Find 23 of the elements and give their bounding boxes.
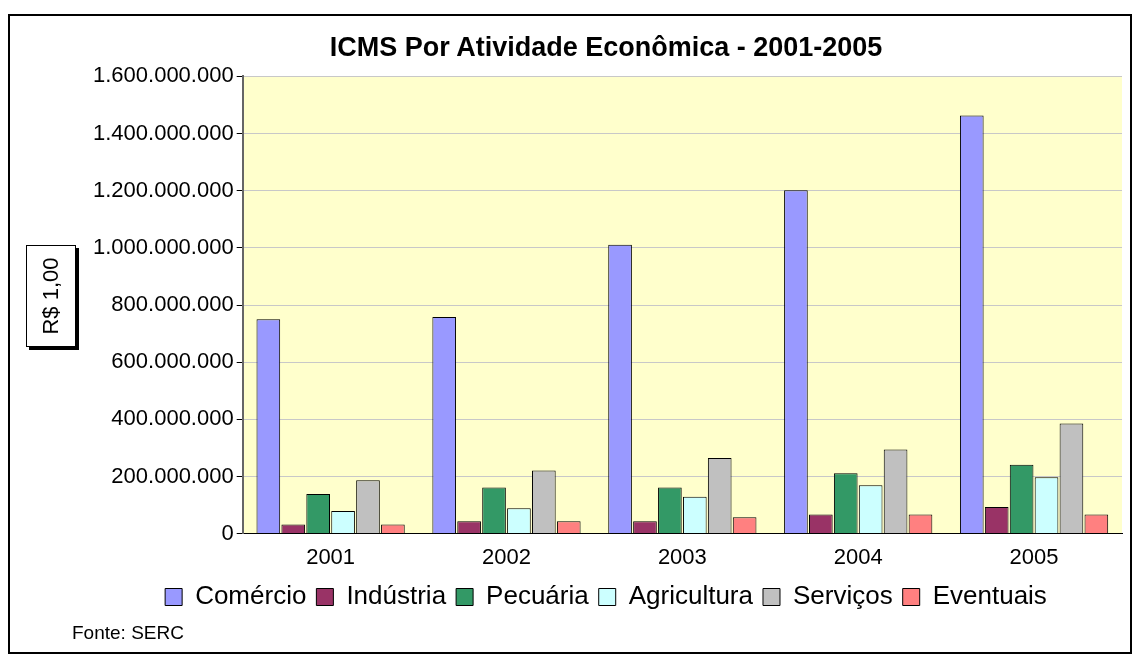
legend-label: Serviços — [792, 580, 893, 611]
y-tick-label: 0 — [221, 519, 234, 545]
y-tick-label: 1.000.000.000 — [92, 233, 234, 259]
x-tick-label: 2005 — [1009, 543, 1059, 569]
legend-label: Agricultura — [628, 580, 754, 611]
y-tick-label: 800.000.000 — [111, 291, 234, 317]
source-note: Fonte: SERC — [72, 622, 184, 644]
x-tick-label: 2002 — [482, 543, 531, 569]
legend-label: Comércio — [195, 580, 307, 611]
y-tick-label: 200.000.000 — [111, 462, 234, 488]
y-tick-label: 400.000.000 — [111, 405, 234, 431]
legend-label: Eventuais — [932, 580, 1047, 611]
y-tick-label: 1.200.000.000 — [92, 176, 234, 202]
y-tick-label: 1.600.000.000 — [92, 62, 234, 88]
legend-label: Indústria — [346, 580, 447, 611]
chart-title: ICMS Por Atividade Econômica - 2001-2005 — [329, 31, 883, 62]
y-tick-label: 1.400.000.000 — [92, 119, 234, 145]
x-tick-label: 2003 — [657, 543, 707, 569]
y-axis-title: R$ 1,00 — [38, 257, 64, 335]
y-tick-label: 600.000.000 — [111, 348, 234, 374]
x-tick-label: 2004 — [833, 543, 883, 569]
x-tick-label: 2001 — [306, 543, 356, 569]
legend-label: Pecuária — [486, 580, 590, 611]
